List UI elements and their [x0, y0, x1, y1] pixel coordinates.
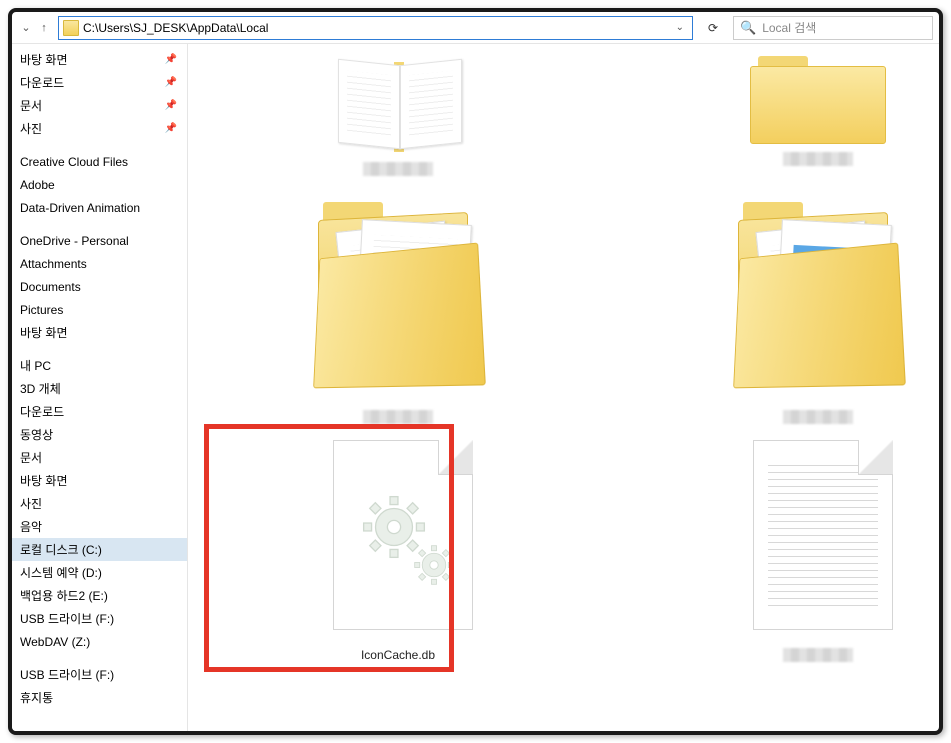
tree-item[interactable]: 3D 개체: [12, 377, 187, 400]
refresh-icon: ⟳: [708, 21, 718, 35]
search-icon: 🔍: [740, 20, 756, 36]
tree-item[interactable]: Attachments: [12, 252, 187, 275]
up-icon[interactable]: ↑: [36, 22, 52, 34]
file-label-blurred: [363, 162, 433, 176]
file-label-blurred: [783, 648, 853, 662]
content-pane[interactable]: IconCache.db: [188, 44, 939, 731]
file-text-icon: [733, 434, 903, 644]
tree-item-label: USB 드라이브 (F:): [20, 666, 114, 683]
tree-item[interactable]: Pictures: [12, 298, 187, 321]
tree-item[interactable]: 사진: [12, 492, 187, 515]
tree-item-label: 로컬 디스크 (C:): [20, 541, 102, 558]
file-item[interactable]: [638, 48, 939, 176]
file-item[interactable]: [218, 186, 578, 424]
tree-item-label: 바탕 화면: [20, 324, 68, 341]
tree-item-label: 3D 개체: [20, 380, 61, 397]
tree-item[interactable]: Documents: [12, 275, 187, 298]
file-label-blurred: [783, 410, 853, 424]
items-grid: IconCache.db: [218, 48, 919, 662]
explorer-window: ⌄ ↑ ⌄ ⟳ 🔍 Local 검색 바탕 화면 📌 다운로드 📌 문서 📌 사진 📌 Crea…: [8, 8, 943, 735]
tree-item[interactable]: Adobe: [12, 173, 187, 196]
tree-item-label: 내 PC: [20, 357, 51, 374]
file-settings-icon: [313, 434, 483, 644]
tree-item[interactable]: OneDrive - Personal: [12, 229, 187, 252]
tree-item[interactable]: 시스템 예약 (D:): [12, 561, 187, 584]
tree-item-label: Adobe: [20, 178, 55, 192]
tree-item[interactable]: 바탕 화면: [12, 321, 187, 344]
tree-item-label: Data-Driven Animation: [20, 201, 140, 215]
tree-item-label: 다운로드: [20, 74, 64, 91]
pin-icon: 📌: [165, 100, 177, 111]
tree-item[interactable]: 문서: [12, 446, 187, 469]
pin-icon: 📌: [165, 54, 177, 65]
history-dropdown-icon[interactable]: ⌄: [18, 21, 34, 34]
tree-item-label: 사진: [20, 120, 42, 137]
tree-item[interactable]: 다운로드 📌: [12, 71, 187, 94]
folder-icon: [63, 20, 79, 36]
tree-item[interactable]: 문서 📌: [12, 94, 187, 117]
address-bar[interactable]: ⌄: [58, 16, 693, 40]
tree-item-label: Documents: [20, 280, 81, 294]
search-box[interactable]: 🔍 Local 검색: [733, 16, 933, 40]
folder-open-docs-icon: [288, 186, 508, 406]
tree-item-label: 바탕 화면: [20, 472, 68, 489]
tree-item-label: 문서: [20, 97, 42, 114]
tree-item-label: 휴지통: [20, 689, 53, 706]
main-area: 바탕 화면 📌 다운로드 📌 문서 📌 사진 📌 Creative Cloud Files Ado…: [12, 44, 939, 731]
tree-item[interactable]: 바탕 화면: [12, 469, 187, 492]
tree-item-label: 음악: [20, 518, 42, 535]
search-placeholder: Local 검색: [762, 19, 816, 36]
file-label: IconCache.db: [361, 648, 435, 662]
tree-item-label: USB 드라이브 (F:): [20, 610, 114, 627]
tree-item[interactable]: USB 드라이브 (F:): [12, 607, 187, 630]
toolbar: ⌄ ↑ ⌄ ⟳ 🔍 Local 검색: [12, 12, 939, 44]
file-item[interactable]: [218, 48, 578, 176]
tree-item[interactable]: 음악: [12, 515, 187, 538]
file-item[interactable]: [638, 434, 939, 662]
address-input[interactable]: [83, 17, 672, 39]
tree-item-label: Pictures: [20, 303, 63, 317]
tree-item-label: OneDrive - Personal: [20, 234, 129, 248]
tree-item[interactable]: 다운로드: [12, 400, 187, 423]
tree-item[interactable]: 백업용 하드2 (E:): [12, 584, 187, 607]
refresh-button[interactable]: ⟳: [699, 16, 727, 40]
tree-item-label: 다운로드: [20, 403, 64, 420]
tree-item[interactable]: 바탕 화면 📌: [12, 48, 187, 71]
navigation-pane[interactable]: 바탕 화면 📌 다운로드 📌 문서 📌 사진 📌 Creative Cloud Files Ado…: [12, 44, 188, 731]
tree-item-label: Attachments: [20, 257, 87, 271]
tree-item[interactable]: Creative Cloud Files: [12, 150, 187, 173]
tree-item-label: Creative Cloud Files: [20, 155, 128, 169]
file-label-blurred: [783, 152, 853, 166]
file-label-blurred: [363, 410, 433, 424]
tree-item-label: 바탕 화면: [20, 51, 68, 68]
tree-item[interactable]: Data-Driven Animation: [12, 196, 187, 219]
tree-item[interactable]: 사진 📌: [12, 117, 187, 140]
folder-open-pics-icon: [708, 186, 928, 406]
tree-item-label: 사진: [20, 495, 42, 512]
tree-item[interactable]: WebDAV (Z:): [12, 630, 187, 653]
tree-item-label: 문서: [20, 449, 42, 466]
folder-book-icon: [308, 48, 488, 158]
pin-icon: 📌: [165, 123, 177, 134]
pin-icon: 📌: [165, 77, 177, 88]
tree-item[interactable]: 로컬 디스크 (C:): [12, 538, 187, 561]
folder-closed-icon: [738, 48, 898, 148]
tree-item-label: 동영상: [20, 426, 53, 443]
tree-item-label: 시스템 예약 (D:): [20, 564, 102, 581]
tree-item-label: WebDAV (Z:): [20, 635, 90, 649]
tree-item[interactable]: USB 드라이브 (F:): [12, 663, 187, 686]
file-item[interactable]: IconCache.db: [218, 434, 578, 662]
tree-item[interactable]: 휴지통: [12, 686, 187, 709]
tree-item-label: 백업용 하드2 (E:): [20, 587, 108, 604]
nav-arrows: ⌄ ↑: [18, 21, 52, 34]
tree-item[interactable]: 동영상: [12, 423, 187, 446]
file-item[interactable]: [638, 186, 939, 424]
tree-item[interactable]: 내 PC: [12, 354, 187, 377]
chevron-down-icon[interactable]: ⌄: [672, 22, 688, 33]
